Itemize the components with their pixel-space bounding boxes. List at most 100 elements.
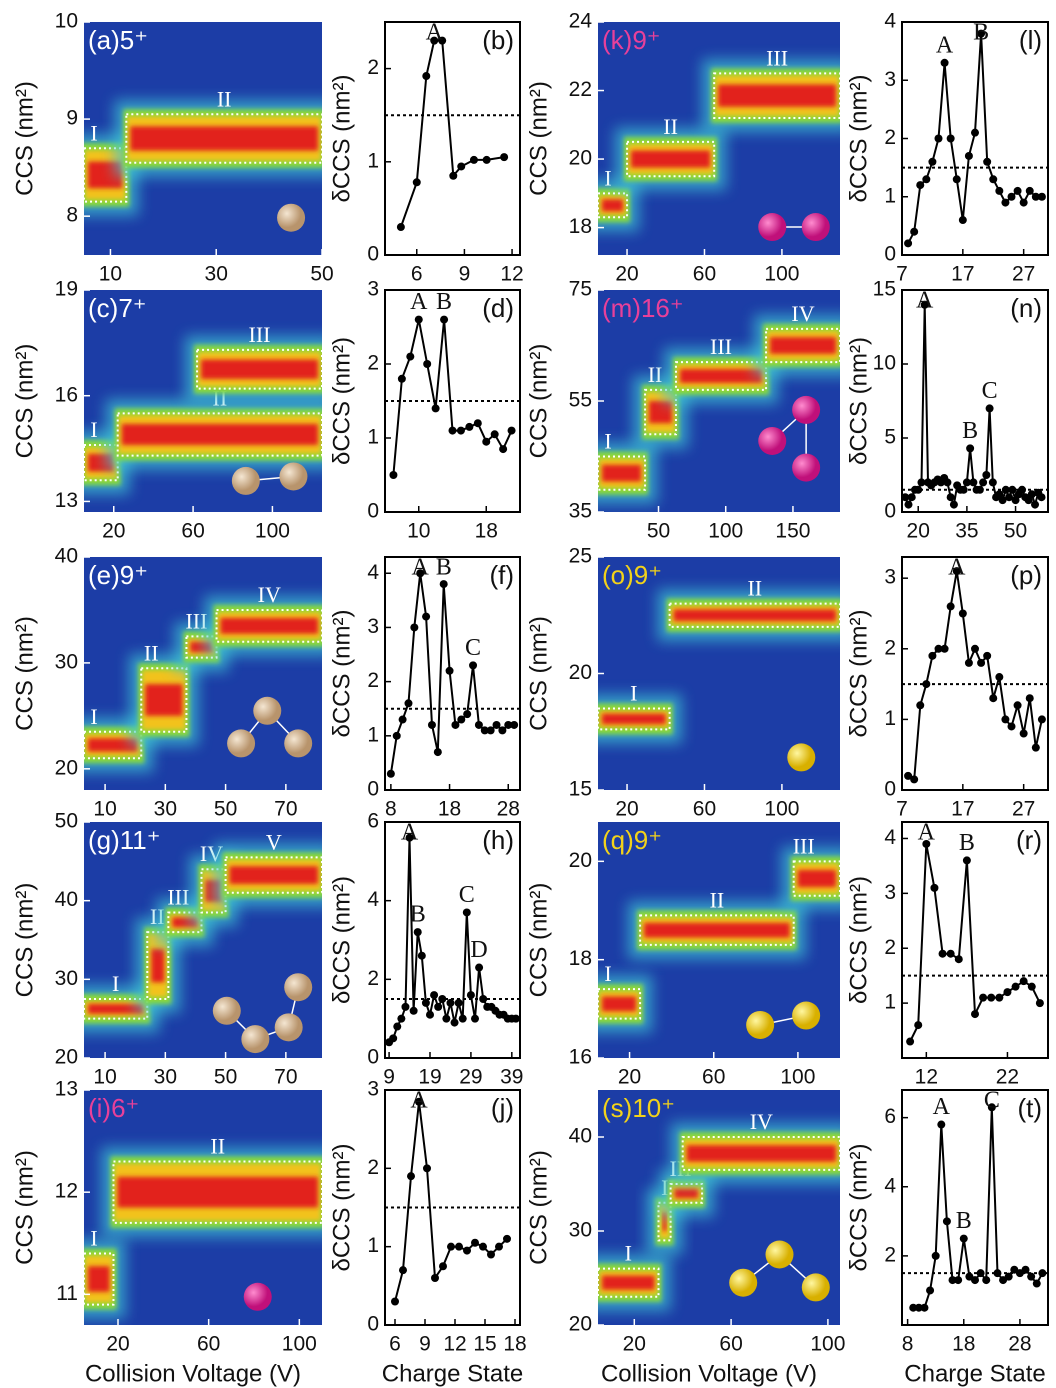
data-point [393,1022,402,1031]
plot-frame [384,821,521,1059]
panel-title: (b) [482,25,514,55]
data-point [471,1238,479,1247]
y-tick-label: 22 [569,78,592,101]
icon-sphere [212,996,241,1025]
x-tick-label: 20 [615,263,638,286]
x-tick-label: 12 [443,1333,466,1356]
data-point [982,471,991,479]
panel-title: (p) [1010,560,1042,590]
data-point [940,644,949,653]
data-point [474,720,483,729]
x-tick-label: 35 [955,520,978,543]
panel-title: (c)7⁺ [88,293,147,323]
y-axis-label: CCS (nm²) [525,616,552,731]
x-tick-label: 19 [418,1066,441,1089]
x-tick-label: 29 [459,1066,482,1089]
feature-label: IV [258,582,281,607]
glow-peak [797,869,836,888]
plot-frame [901,21,1049,256]
data-point [916,701,925,710]
data-point [966,444,975,453]
data-point [1025,186,1034,195]
y-tick-label: 3 [884,566,896,589]
x-tick-label: 22 [996,1066,1019,1089]
x-tick-label: 15 [473,1333,496,1356]
data-point [466,991,475,1000]
data-point [448,426,457,435]
x-tick-label: 27 [1012,263,1035,286]
data-point [1013,701,1022,710]
x-tick-label: 60 [181,520,204,543]
feature-label: I [90,1226,97,1251]
glow-peak [686,1145,836,1162]
data-point [909,1303,918,1312]
data-point [423,360,432,368]
feature-label: V [266,829,282,854]
feature-label: II [663,114,678,139]
icon-sphere [284,729,313,758]
y-tick-label: 1 [367,426,379,449]
data-line [394,1101,508,1302]
data-point [1031,500,1040,509]
y-tick-label: 50 [55,810,78,833]
x-tick-label: 17 [951,263,974,286]
glow-peak [190,641,213,653]
x-tick-label: 100 [708,520,743,543]
peak-label: A [410,1088,428,1114]
y-tick-label: 4 [367,888,379,911]
data-point [450,1018,459,1027]
data-point [975,485,984,494]
feature-label: I [90,417,97,442]
feature-label: III [710,334,732,359]
peak-label: B [956,1208,972,1234]
heatmap-panel: III [598,557,840,790]
data-point [457,715,466,724]
feature-box [224,856,322,894]
x-tick-label: 28 [497,798,520,821]
y-tick-label: 20 [569,147,592,170]
data-point [920,300,929,309]
x-tick-label: 50 [1004,520,1027,543]
data-point [979,993,988,1002]
data-point [458,1014,467,1023]
data-point [940,58,949,67]
data-point [904,771,913,780]
data-point [455,1242,463,1251]
y-tick-label: 55 [569,389,592,412]
data-point [976,1269,985,1278]
data-point [943,478,952,487]
x-axis-label: Collision Voltage (V) [85,1360,301,1387]
y-tick-label: 30 [55,967,78,990]
glow-peak [88,738,138,752]
y-tick-label: 13 [55,1078,78,1101]
data-point [404,699,413,708]
data-point [920,1303,929,1312]
data-point [928,157,937,166]
y-tick-label: 0 [367,500,379,523]
panel-title: (n) [1010,293,1042,323]
x-tick-label: 50 [647,520,670,543]
data-point [487,1250,495,1259]
feature-label: I [90,704,97,729]
feature-box [674,361,768,391]
data-point [510,720,519,729]
glow-peak [172,917,198,928]
data-point [958,216,967,225]
data-point [948,1276,957,1285]
panel-title: (m)16⁺ [602,293,684,323]
data-point [503,1234,511,1243]
peak-label: B [410,902,426,928]
y-tick-label: 24 [569,10,593,33]
x-tick-label: 70 [274,798,297,821]
x-tick-label: 30 [154,798,177,821]
data-point [1001,198,1010,207]
icon-sphere [758,426,787,455]
data-point [949,500,958,509]
glow-peak [602,464,642,482]
x-tick-label: 100 [255,520,290,543]
peak-label: B [959,830,975,856]
x-tick-label: 18 [503,1333,526,1356]
y-tick-label: 1 [367,723,379,746]
feature-label: II [648,362,663,387]
